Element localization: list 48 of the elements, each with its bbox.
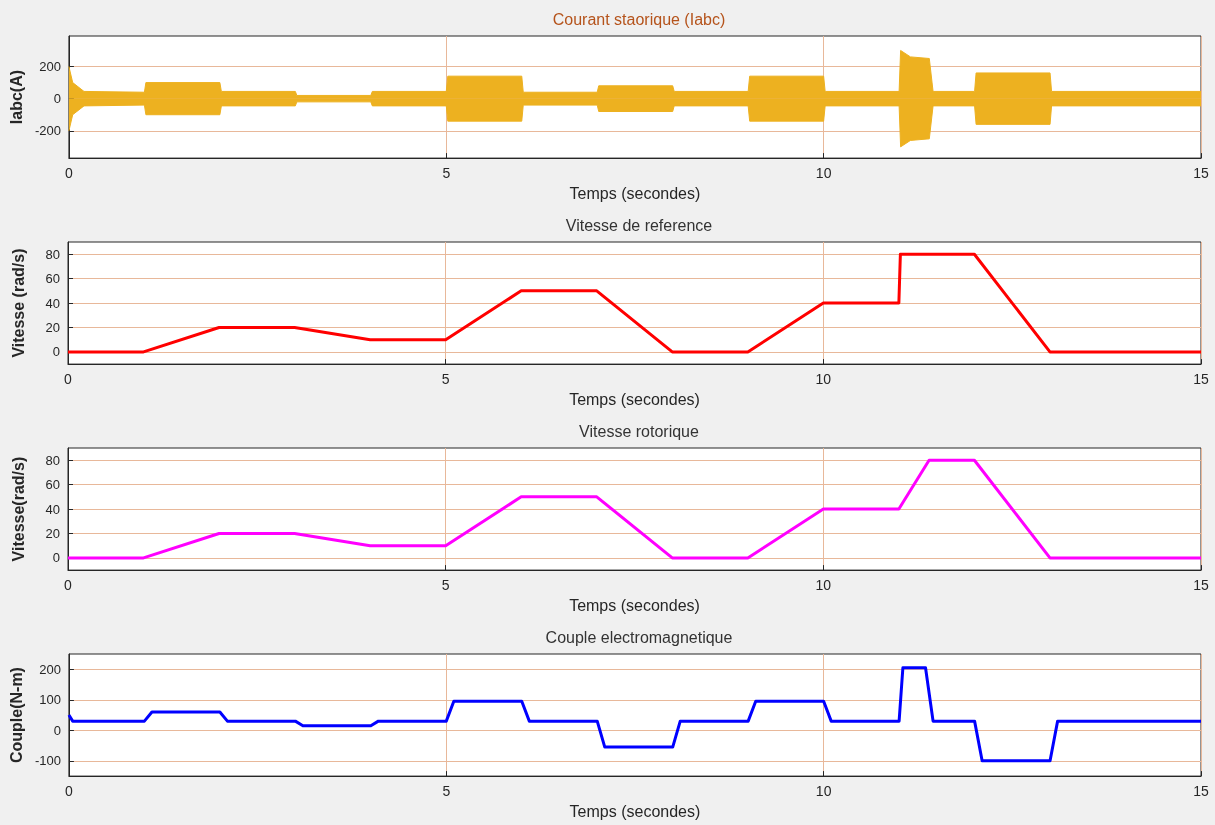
x-tick-label: 5: [441, 371, 450, 388]
y-tick-label: 80: [45, 452, 60, 468]
line-series: [67, 666, 1203, 763]
y-axis-title: Iabc(A): [7, 69, 25, 125]
y-tick-label: 0: [52, 550, 60, 566]
x-tick-label: 10: [815, 783, 832, 800]
y-tick-label: 20: [45, 319, 60, 335]
chart-title: Vitesse de reference: [565, 216, 713, 234]
y-axis-title: Vitesse(rad/s): [9, 456, 27, 562]
x-tick-label: 15: [1193, 577, 1209, 594]
x-tick-label: 5: [442, 783, 451, 800]
x-tick-label: 15: [1193, 783, 1209, 800]
chart-title: Couple electromagnetique: [545, 628, 733, 646]
y-tick-label: 0: [53, 91, 61, 107]
x-tick-label: 10: [815, 577, 832, 594]
x-tick-label: 15: [1193, 165, 1209, 182]
x-tick-label: 5: [442, 165, 451, 182]
x-axis-title: Temps (secondes): [569, 390, 700, 408]
y-tick-label: 0: [52, 344, 60, 360]
x-tick-label: 5: [441, 577, 450, 594]
chart-title: Vitesse rotorique: [579, 422, 699, 440]
y-tick-label: 0: [53, 722, 61, 738]
x-tick-label: 10: [815, 165, 832, 182]
line-series: [66, 458, 1203, 560]
y-axis-title: Vitesse (rad/s): [9, 248, 27, 358]
y-tick-label: 200: [39, 661, 61, 677]
y-tick-label: 100: [39, 692, 61, 708]
y-tick-label: -100: [34, 753, 61, 769]
x-tick-label: 0: [64, 371, 73, 388]
x-axis-title: Temps (secondes): [569, 802, 701, 820]
x-axis-title: Temps (secondes): [569, 184, 701, 202]
x-axis-title: Temps (secondes): [569, 596, 700, 614]
line-series: [66, 252, 1203, 354]
x-tick-label: 15: [1193, 371, 1209, 388]
y-axis-title: Couple(N-m): [7, 667, 25, 764]
x-tick-label: 0: [65, 165, 74, 182]
chart-title: Courant staorique (Iabc): [552, 10, 726, 28]
x-tick-label: 0: [65, 783, 74, 800]
y-tick-label: 40: [45, 295, 60, 311]
x-tick-label: 0: [64, 577, 73, 594]
x-tick-label: 10: [815, 371, 832, 388]
y-tick-label: 60: [45, 271, 60, 287]
y-tick-label: -200: [34, 123, 61, 139]
y-tick-label: 40: [45, 501, 60, 517]
y-tick-label: 200: [39, 59, 61, 75]
y-tick-label: 80: [45, 246, 60, 262]
y-tick-label: 20: [45, 525, 60, 541]
y-tick-label: 60: [45, 477, 60, 493]
